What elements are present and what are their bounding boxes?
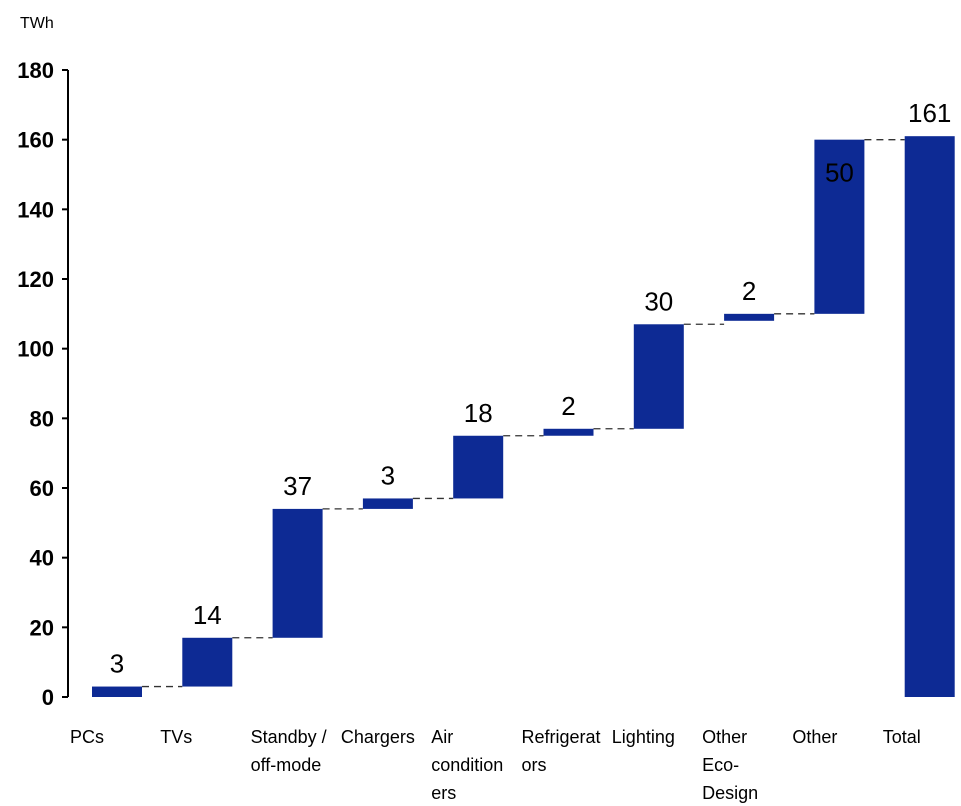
x-tick-label-line: Air [431, 727, 453, 747]
bar [272, 508, 323, 638]
data-label: 14 [193, 600, 222, 630]
data-label: 30 [644, 286, 673, 316]
x-tick-label: Lighting [612, 727, 675, 747]
bar [182, 637, 233, 687]
x-tick-label: Chargers [341, 727, 415, 747]
data-label: 2 [742, 276, 756, 306]
x-tick-label: Standby / off-mode [251, 727, 327, 775]
x-tick-label-line: ors [522, 755, 547, 775]
x-tick-label-line: condition [431, 755, 503, 775]
x-tick-label-line: Refrigerat [522, 727, 601, 747]
x-tick-label-line: Other [792, 727, 837, 747]
bar [543, 428, 594, 436]
bar [633, 324, 684, 429]
x-tick-label: Other [792, 727, 837, 747]
x-tick-label-line: ers [431, 783, 456, 803]
y-axis-unit-label: TWh [20, 15, 54, 32]
y-tick-label: 100 [17, 337, 54, 362]
x-tick-label: Other Eco- Design [702, 727, 758, 803]
x-tick-label-line: TVs [160, 727, 192, 747]
x-tick-label-line: Eco- [702, 755, 739, 775]
bar [362, 498, 413, 509]
x-tick-label: Refrigerat ors [522, 727, 601, 775]
x-tick-label-line: Chargers [341, 727, 415, 747]
bar [724, 313, 775, 321]
data-label: 3 [110, 649, 124, 679]
y-tick-label: 120 [17, 267, 54, 292]
y-tick-label: 140 [17, 197, 54, 222]
bar [453, 435, 504, 499]
x-tick-label-line: Total [883, 727, 921, 747]
x-tick-label: Air condition ers [431, 727, 503, 803]
x-tick-label: PCs [70, 727, 104, 747]
data-label: 18 [464, 398, 493, 428]
x-tick-label-line: Lighting [612, 727, 675, 747]
data-label: 37 [283, 471, 312, 501]
bar [904, 136, 955, 697]
x-tick-label-line: PCs [70, 727, 104, 747]
x-tick-label-line: off-mode [251, 755, 322, 775]
x-axis-labels: PCs TVs Standby / off-mode Chargers Air condit… [70, 727, 921, 803]
y-tick-label: 60 [30, 476, 54, 501]
y-tick-label: 180 [17, 58, 54, 83]
y-tick-label: 0 [42, 685, 54, 710]
data-label: 2 [561, 391, 575, 421]
x-tick-label-line: Other [702, 727, 747, 747]
y-tick-label: 20 [30, 615, 54, 640]
y-axis: 0 20 40 60 80 100 120 140 160 180 [17, 58, 69, 710]
connector-lines [142, 139, 905, 688]
data-label: 3 [381, 460, 395, 490]
x-tick-label: TVs [160, 727, 192, 747]
x-tick-label-line: Design [702, 783, 758, 803]
x-tick-label-line: Standby / [251, 727, 327, 747]
y-tick-label: 160 [17, 128, 54, 153]
bar [814, 139, 865, 314]
bar [92, 686, 142, 697]
y-tick-label: 40 [30, 546, 54, 571]
bars [92, 136, 955, 697]
y-tick-label: 80 [30, 406, 54, 431]
data-label: 161 [908, 98, 951, 128]
data-labels: 3 14 37 3 18 2 30 2 50 161 [110, 98, 952, 678]
x-tick-label: Total [883, 727, 921, 747]
data-label: 50 [825, 157, 854, 187]
